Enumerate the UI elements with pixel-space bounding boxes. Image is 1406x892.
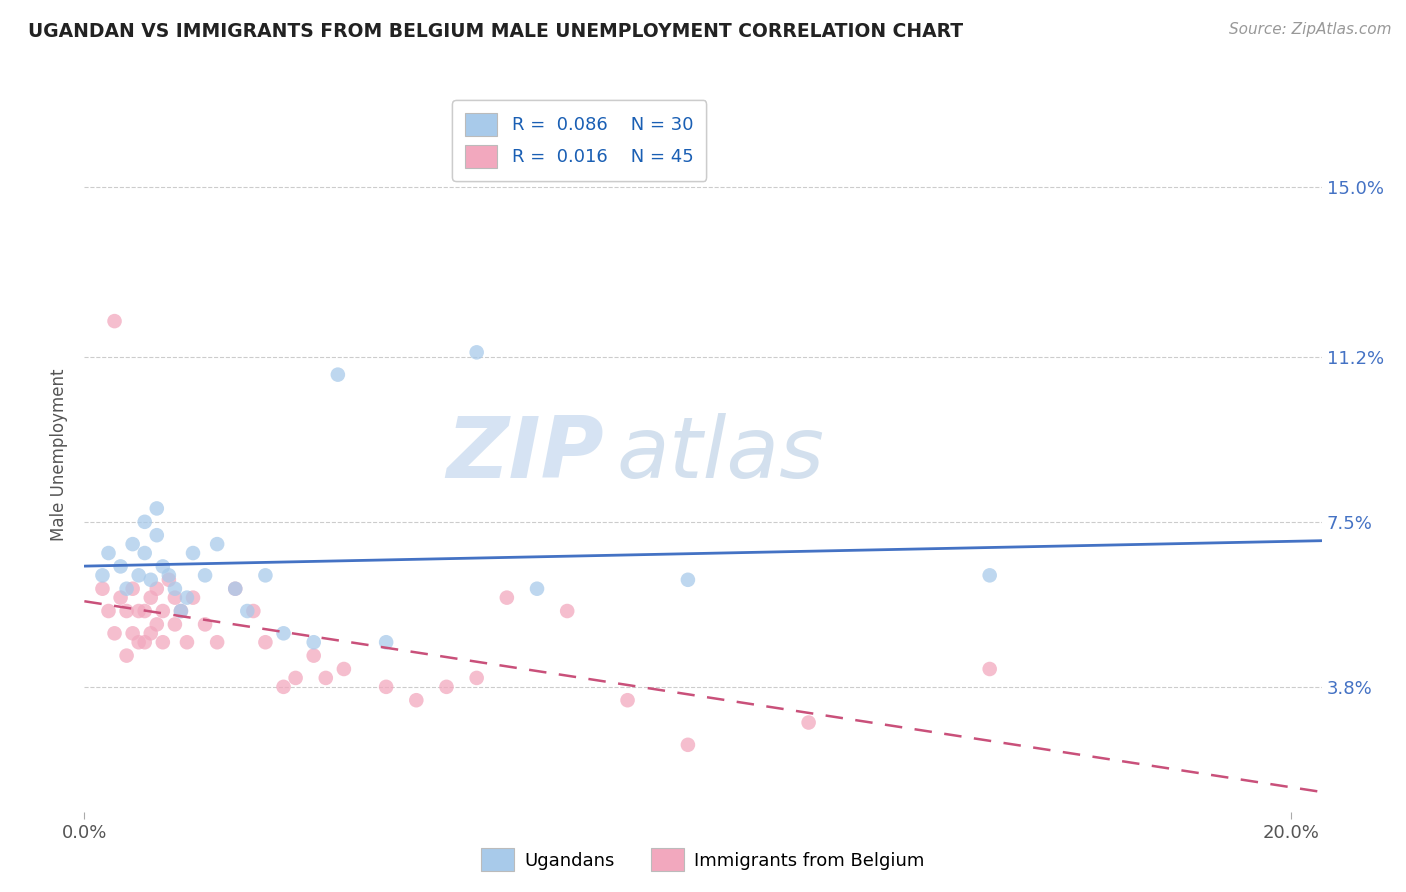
Point xyxy=(194,568,217,582)
Point xyxy=(115,648,138,663)
Point xyxy=(103,314,125,328)
Point xyxy=(205,537,228,551)
Point xyxy=(797,715,820,730)
Point xyxy=(405,693,427,707)
Point xyxy=(176,635,198,649)
Point xyxy=(333,662,356,676)
Point xyxy=(254,635,277,649)
Point xyxy=(128,568,150,582)
Text: Source: ZipAtlas.com: Source: ZipAtlas.com xyxy=(1229,22,1392,37)
Point xyxy=(465,345,488,359)
Point xyxy=(163,591,186,605)
Point xyxy=(284,671,307,685)
Point xyxy=(170,604,193,618)
Point xyxy=(224,582,246,596)
Point xyxy=(163,617,186,632)
Point xyxy=(555,604,578,618)
Point xyxy=(436,680,458,694)
Point xyxy=(103,626,125,640)
Point xyxy=(128,604,150,618)
Point xyxy=(134,546,156,560)
Point xyxy=(110,591,132,605)
Point xyxy=(326,368,349,382)
Point xyxy=(146,528,169,542)
Point xyxy=(273,680,295,694)
Point xyxy=(375,635,398,649)
Point xyxy=(152,604,174,618)
Point xyxy=(273,626,295,640)
Point xyxy=(676,738,699,752)
Point xyxy=(157,568,180,582)
Point xyxy=(97,604,120,618)
Point xyxy=(134,515,156,529)
Point xyxy=(465,671,488,685)
Point xyxy=(170,604,193,618)
Point xyxy=(91,568,114,582)
Point xyxy=(139,591,162,605)
Point xyxy=(181,546,204,560)
Point xyxy=(152,559,174,574)
Point xyxy=(302,635,325,649)
Point xyxy=(302,648,325,663)
Legend: Ugandans, Immigrants from Belgium: Ugandans, Immigrants from Belgium xyxy=(474,841,932,879)
Point xyxy=(134,635,156,649)
Point xyxy=(157,573,180,587)
Point xyxy=(194,617,217,632)
Point xyxy=(128,635,150,649)
Point xyxy=(616,693,638,707)
Point xyxy=(146,582,169,596)
Point xyxy=(181,591,204,605)
Point xyxy=(236,604,259,618)
Text: atlas: atlas xyxy=(616,413,824,497)
Point xyxy=(152,635,174,649)
Point xyxy=(495,591,517,605)
Point xyxy=(526,582,548,596)
Point xyxy=(91,582,114,596)
Point xyxy=(139,573,162,587)
Point xyxy=(97,546,120,560)
Point xyxy=(146,501,169,516)
Point xyxy=(163,582,186,596)
Point xyxy=(110,559,132,574)
Point xyxy=(139,626,162,640)
Point xyxy=(115,582,138,596)
Point xyxy=(676,573,699,587)
Point xyxy=(979,662,1001,676)
Point xyxy=(224,582,246,596)
Point xyxy=(115,604,138,618)
Point xyxy=(979,568,1001,582)
Text: ZIP: ZIP xyxy=(446,413,605,497)
Point xyxy=(176,591,198,605)
Text: UGANDAN VS IMMIGRANTS FROM BELGIUM MALE UNEMPLOYMENT CORRELATION CHART: UGANDAN VS IMMIGRANTS FROM BELGIUM MALE … xyxy=(28,22,963,41)
Legend: R =  0.086    N = 30, R =  0.016    N = 45: R = 0.086 N = 30, R = 0.016 N = 45 xyxy=(453,100,706,181)
Point xyxy=(121,582,143,596)
Point xyxy=(121,626,143,640)
Point xyxy=(375,680,398,694)
Point xyxy=(121,537,143,551)
Point xyxy=(134,604,156,618)
Y-axis label: Male Unemployment: Male Unemployment xyxy=(51,368,69,541)
Point xyxy=(146,617,169,632)
Point xyxy=(242,604,264,618)
Point xyxy=(205,635,228,649)
Point xyxy=(315,671,337,685)
Point xyxy=(254,568,277,582)
